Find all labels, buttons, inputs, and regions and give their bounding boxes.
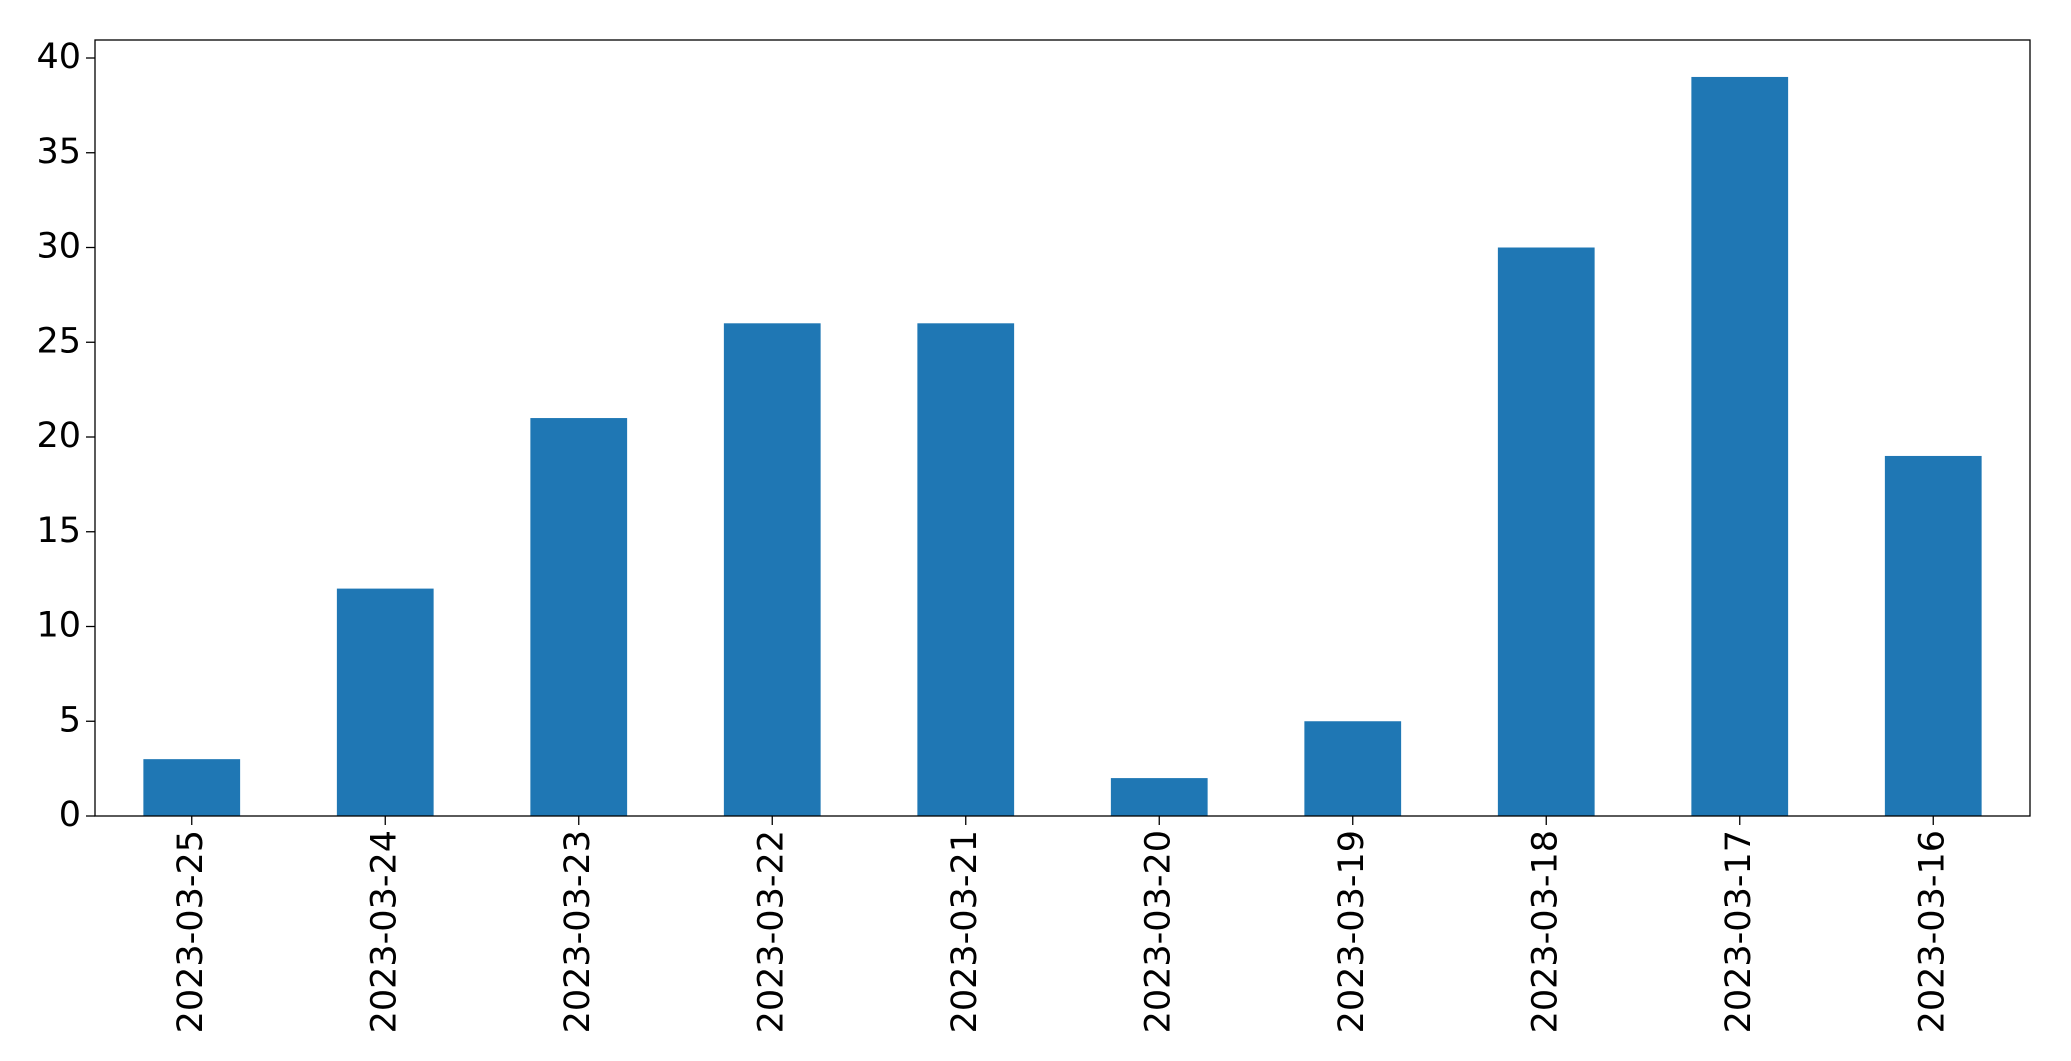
- y-tick-label: 40: [36, 37, 81, 77]
- bar: [530, 418, 628, 816]
- x-tick-label: 2023-03-17: [1719, 830, 1759, 1033]
- y-tick-label: 0: [59, 795, 81, 835]
- bar: [1304, 721, 1402, 816]
- y-tick-label: 35: [36, 132, 81, 172]
- x-tick-label: 2023-03-19: [1332, 830, 1372, 1033]
- bar: [143, 759, 241, 816]
- axes-frame: [94, 39, 2031, 817]
- y-tick-label: 5: [59, 700, 81, 740]
- bar: [336, 588, 434, 816]
- bar: [1884, 455, 1982, 816]
- bar: [1110, 778, 1208, 816]
- bar: [1691, 76, 1789, 816]
- x-tick-label: 2023-03-25: [171, 830, 211, 1033]
- y-tick-label: 25: [36, 321, 81, 361]
- x-tick-label: 2023-03-22: [751, 830, 791, 1033]
- x-tick-label: 2023-03-24: [364, 830, 404, 1033]
- x-tick-label: 2023-03-18: [1525, 830, 1565, 1033]
- y-tick-label: 20: [36, 416, 81, 456]
- y-tick-label: 10: [36, 606, 81, 646]
- x-tick-label: 2023-03-16: [1912, 830, 1952, 1033]
- x-tick-label: 2023-03-20: [1138, 830, 1178, 1033]
- x-tick-label: 2023-03-21: [945, 830, 985, 1033]
- bar: [723, 323, 821, 816]
- bar: [1497, 247, 1595, 816]
- y-tick-label: 15: [36, 511, 81, 551]
- x-tick-label: 2023-03-23: [558, 830, 598, 1033]
- bar: [917, 323, 1015, 816]
- y-tick-label: 30: [36, 227, 81, 267]
